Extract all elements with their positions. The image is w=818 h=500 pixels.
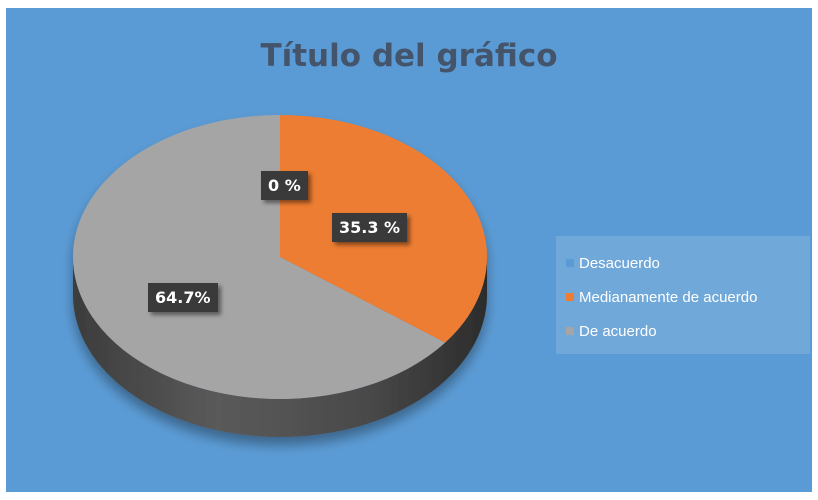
legend-swatch [566, 327, 574, 335]
data-label-desacuerdo: 0 % [261, 171, 308, 200]
legend-swatch [566, 259, 574, 267]
chart-title: Título del gráfico [260, 38, 558, 74]
legend: Desacuerdo Medianamente de acuerdo De ac… [556, 236, 810, 354]
legend-label: Medianamente de acuerdo [579, 288, 758, 306]
chart-area: Título del gráfico 0 % 35.3 % 64.7% Desacu… [6, 8, 812, 492]
legend-item-de-acuerdo: De acuerdo [566, 314, 810, 348]
data-label-medianamente-de-acuerdo: 35.3 % [332, 213, 408, 242]
legend-swatch [566, 293, 574, 301]
legend-item-medianamente-de-acuerdo: Medianamente de acuerdo [566, 280, 810, 314]
pie-slice-de-acuerdo [73, 114, 446, 399]
data-label-de-acuerdo: 64.7% [148, 283, 218, 312]
legend-label: Desacuerdo [579, 254, 660, 272]
legend-label: De acuerdo [579, 322, 657, 340]
pie-side-wall [73, 257, 487, 437]
legend-item-desacuerdo: Desacuerdo [566, 246, 810, 280]
